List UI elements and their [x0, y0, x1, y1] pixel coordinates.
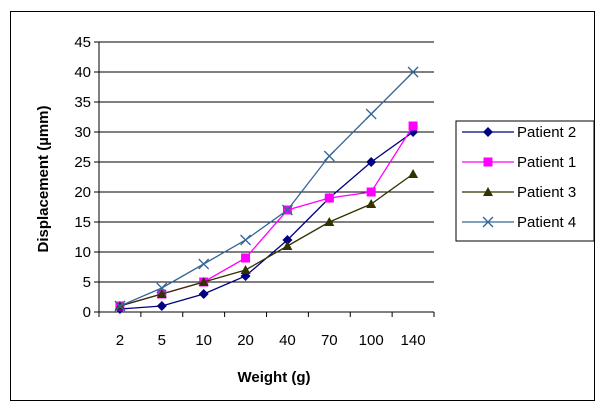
data-point [240, 234, 252, 246]
legend-item: Patient 3 [462, 184, 576, 201]
axes [98, 42, 435, 317]
y-tick-label: 20 [74, 184, 91, 201]
y-axis-label: Displacement (µmm) [35, 105, 52, 252]
data-point [240, 265, 251, 274]
data-point [482, 216, 494, 228]
gridlines [94, 41, 434, 313]
data-point [281, 204, 293, 216]
series-patient-4 [114, 66, 419, 312]
data-point [366, 187, 376, 197]
x-tick-label: 40 [279, 332, 296, 349]
legend: Patient 2 Patient 1 Patient 3 Patient 4 [455, 120, 595, 242]
data-point [156, 289, 167, 298]
x-axis-label: Weight (g) [237, 369, 310, 386]
legend-label: Patient 4 [517, 214, 576, 231]
data-point [156, 301, 167, 311]
data-point [483, 157, 493, 167]
data-point-stroke [365, 108, 377, 120]
legend-item: Patient 4 [462, 214, 576, 231]
data-point [324, 193, 334, 203]
data-point-stroke [156, 282, 168, 294]
x-tick-label: 140 [401, 332, 426, 349]
data-point [483, 187, 493, 196]
data-point [365, 108, 377, 120]
data-point [156, 282, 168, 294]
legend-box [455, 120, 595, 242]
legend-label: Patient 2 [517, 124, 576, 141]
data-point [324, 217, 335, 226]
x-tick-label: 70 [321, 332, 338, 349]
x-tick-labels: 2 5 10 20 40 70 100 140 [116, 332, 426, 349]
y-tick-label: 0 [83, 304, 91, 321]
data-point-stroke [281, 204, 293, 216]
legend-item: Patient 2 [462, 124, 576, 141]
series-line [119, 71, 414, 307]
data-point-stroke [323, 150, 335, 162]
series-line [119, 125, 414, 307]
y-tick-label: 40 [74, 64, 91, 81]
data-point [366, 199, 377, 208]
x-tick-label: 100 [359, 332, 384, 349]
legend-label: Patient 3 [517, 184, 576, 201]
data-point [408, 169, 419, 178]
data-point [282, 241, 293, 250]
data-point [408, 121, 418, 131]
data-point-stroke [114, 300, 126, 312]
y-tick-label: 45 [74, 34, 91, 51]
data-point [198, 289, 209, 299]
data-point [241, 253, 251, 263]
y-tick-label: 10 [74, 244, 91, 261]
data-point [323, 150, 335, 162]
y-tick-labels: 0 5 10 15 20 25 30 35 40 45 [74, 34, 91, 321]
data-point [366, 157, 377, 167]
y-tick-label: 5 [83, 274, 91, 291]
data-point [198, 277, 209, 286]
data-point [282, 235, 293, 245]
x-tick-label: 20 [237, 332, 254, 349]
series-line [119, 173, 414, 307]
data-point-stroke [198, 258, 210, 270]
data-point-stroke [482, 216, 494, 228]
series-patient-3 [114, 169, 419, 310]
series-group [114, 66, 419, 314]
x-tick-label: 10 [195, 332, 212, 349]
data-point-stroke [240, 234, 252, 246]
y-tick-label: 30 [74, 124, 91, 141]
data-point-stroke [407, 66, 419, 78]
x-tick-label: 5 [158, 332, 166, 349]
legend-label: Patient 1 [517, 154, 576, 171]
y-tick-label: 25 [74, 154, 91, 171]
data-point [483, 127, 493, 137]
data-point [114, 300, 126, 312]
y-tick-label: 15 [74, 214, 91, 231]
legend-item: Patient 1 [462, 154, 576, 171]
y-tick-label: 35 [74, 94, 91, 111]
data-point [198, 258, 210, 270]
x-tick-label: 2 [116, 332, 124, 349]
data-point [407, 66, 419, 78]
